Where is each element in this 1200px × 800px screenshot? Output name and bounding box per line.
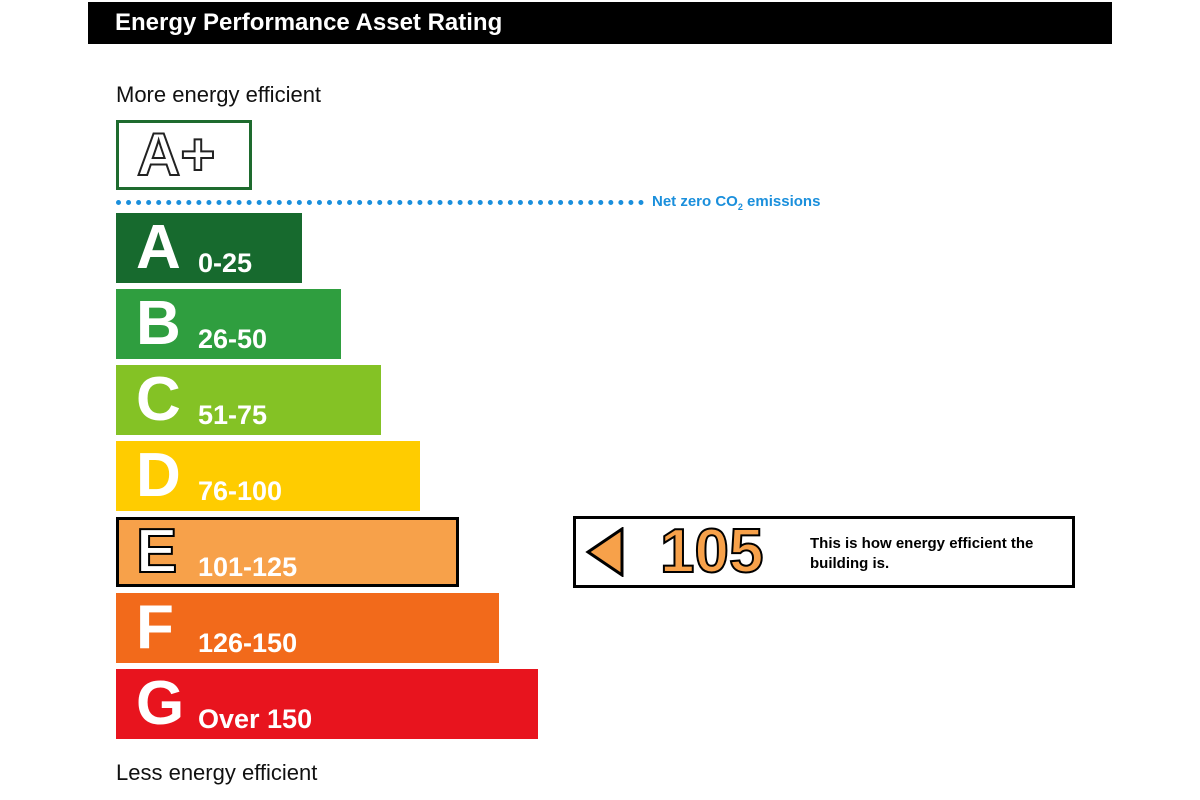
- band-range-g: Over 150: [198, 704, 313, 734]
- band-range-e: 101-125: [198, 552, 298, 582]
- current-rating-value: 105: [659, 517, 764, 586]
- net-zero-divider: [116, 200, 644, 205]
- page-title: Energy Performance Asset Rating: [88, 2, 1112, 44]
- band-letter-c: C: [136, 365, 181, 434]
- rating-band-b: B 26-50: [116, 289, 341, 359]
- band-range-f: 126-150: [198, 628, 298, 658]
- net-zero-text: Net zero CO: [652, 193, 738, 210]
- band-range-a: 0-25: [198, 248, 253, 278]
- net-zero-suffix: emissions: [742, 193, 821, 210]
- net-zero-label: Net zero CO2 emissions: [652, 193, 820, 212]
- rating-band-g: G Over 150: [116, 669, 538, 739]
- band-range-b: 26-50: [198, 324, 268, 354]
- band-letter-d: D: [136, 441, 181, 510]
- aplus-letter: A+: [136, 121, 216, 188]
- band-letter-e: E: [135, 517, 178, 586]
- less-efficient-label: Less energy efficient: [116, 760, 318, 785]
- current-rating-indicator: 105 This is how energy efficient the bui…: [573, 516, 1075, 588]
- more-efficient-label: More energy efficient: [116, 82, 322, 107]
- rating-band-a: A 0-25: [116, 213, 302, 283]
- band-range-c: 51-75: [198, 400, 268, 430]
- band-letter-f: F: [136, 593, 174, 662]
- rating-band-f: F 126-150: [116, 593, 499, 663]
- arrow-left-icon: [585, 527, 624, 577]
- rating-band-d: D 76-100: [116, 441, 420, 511]
- band-letter-b: B: [136, 289, 181, 358]
- rating-band-c: C 51-75: [116, 365, 381, 435]
- net-zero-subscript: 2: [737, 202, 743, 212]
- band-letter-g: G: [136, 669, 185, 738]
- band-range-d: 76-100: [198, 476, 283, 506]
- band-letter-a: A: [136, 213, 181, 282]
- rating-band-aplus: A+: [116, 120, 252, 190]
- rating-band-e: E 101-125: [116, 517, 459, 587]
- current-rating-description: This is how energy efficient the buildin…: [810, 535, 1034, 572]
